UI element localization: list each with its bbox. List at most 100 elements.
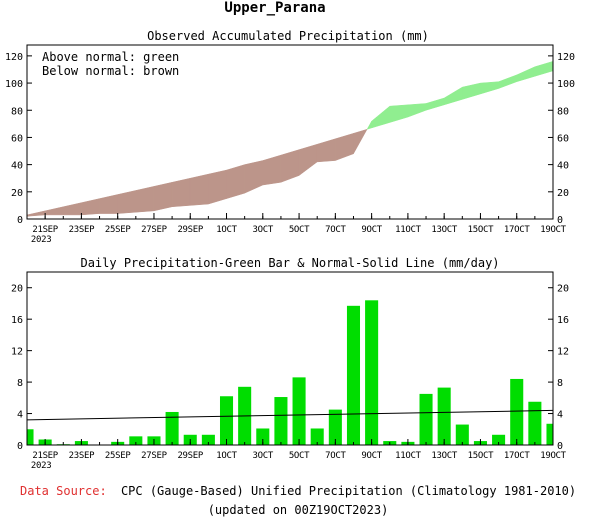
updated-note: (updated on 00Z19OCT2023)	[208, 503, 389, 517]
accum-anomaly-segment	[81, 198, 100, 216]
y-tick-label-left: 40	[11, 161, 23, 172]
x-tick-label: 15OCT	[468, 451, 494, 461]
x-tick-label: 25SEP	[105, 225, 131, 235]
x-tick-label: 19OCT	[540, 225, 566, 235]
daily-precip-bar	[219, 396, 234, 445]
accum-anomaly-segment	[208, 169, 227, 205]
daily-precip-bar	[528, 401, 542, 445]
data-source-text: CPC (Gauge-Based) Unified Precipitation …	[121, 484, 576, 498]
x-tick-label: 3OCT	[253, 451, 274, 461]
y-tick-label-left: 20	[11, 188, 23, 199]
x-tick-label: 13OCT	[431, 451, 457, 461]
y-tick-label-left: 0	[17, 215, 23, 226]
accum-anomaly-segment	[44, 206, 64, 216]
y-tick-label-right: 100	[557, 79, 575, 90]
x-tick-year: 2023	[31, 235, 51, 245]
daily-precip-bar	[201, 434, 215, 445]
x-tick-label: 7OCT	[325, 225, 346, 235]
x-tick-label: 9OCT	[361, 225, 382, 235]
y-tick-label-right: 60	[557, 133, 569, 144]
accum-anomaly-segment	[316, 138, 336, 163]
daily-precip-bar	[346, 305, 361, 445]
y-tick-label-left: 8	[17, 378, 23, 389]
accum-anomaly-segment	[262, 154, 282, 186]
accum-anomaly-segment	[335, 133, 354, 161]
accum-anomaly-segment	[226, 164, 245, 199]
data-source-label: Data Source:	[20, 484, 107, 498]
daily-precip-bar	[129, 436, 143, 445]
x-tick-label: 1OCT	[216, 451, 237, 461]
daily-precip-bar	[455, 424, 469, 445]
daily-chart: Daily Precipitation-Green Bar & Normal-S…	[11, 256, 569, 471]
daily-normal-line	[26, 409, 554, 421]
y-tick-label-left: 20	[11, 284, 23, 295]
x-tick-label: 13OCT	[431, 225, 457, 235]
y-tick-label-right: 20	[557, 284, 569, 295]
accum-anomaly-segment	[99, 194, 118, 214]
accum-anomaly-segment	[534, 60, 554, 77]
y-tick-label-right: 4	[557, 410, 563, 421]
x-tick-label: 5OCT	[289, 225, 310, 235]
y-tick-label-left: 60	[11, 133, 23, 144]
daily-precip-bar	[365, 300, 379, 445]
x-tick-label: 5OCT	[289, 451, 310, 461]
y-tick-label-right: 80	[557, 106, 569, 117]
accum-anomaly-segment	[353, 128, 368, 155]
y-tick-label-left: 16	[11, 315, 23, 326]
x-tick-label: 21SEP	[32, 225, 58, 235]
y-tick-label-left: 12	[11, 347, 23, 358]
y-tick-label-right: 120	[557, 52, 575, 63]
y-tick-label-right: 16	[557, 315, 569, 326]
daily-precip-bar	[419, 393, 433, 445]
accum-anomaly-segment	[498, 74, 517, 89]
accum-anomaly-segment	[117, 190, 137, 214]
x-tick-label: 27SEP	[141, 225, 167, 235]
daily-precip-bar	[546, 423, 553, 445]
x-tick-label: 23SEP	[69, 225, 95, 235]
accum-anomaly-segment	[298, 143, 318, 176]
accum-anomaly-segment	[135, 186, 155, 213]
accum-anomaly-segment	[366, 120, 372, 130]
figure-title: Upper_Parana	[224, 0, 325, 16]
y-tick-label-right: 0	[557, 215, 563, 226]
daily-precip-bar	[27, 429, 34, 445]
accum-anomaly-segment	[280, 149, 300, 183]
data-source-line: Data Source: CPC (Gauge-Based) Unified P…	[20, 484, 576, 498]
y-tick-label-right: 12	[557, 347, 569, 358]
accum-anomaly-segment	[371, 105, 391, 129]
x-tick-label: 29SEP	[177, 225, 203, 235]
accum-anomaly-segment	[153, 181, 173, 212]
x-tick-label: 9OCT	[361, 451, 382, 461]
x-tick-label: 11OCT	[395, 451, 421, 461]
accum-anomaly-segment	[462, 82, 481, 100]
accum-fill-layer	[26, 60, 554, 217]
x-tick-label: 7OCT	[325, 451, 346, 461]
accum-anomaly-segment	[407, 103, 427, 118]
x-tick-label: 17OCT	[504, 451, 530, 461]
daily-precip-bar	[292, 377, 306, 445]
y-tick-label-left: 120	[5, 52, 23, 63]
accum-anomaly-segment	[189, 173, 209, 206]
x-tick-label: 3OCT	[253, 225, 274, 235]
y-tick-label-left: 100	[5, 79, 23, 90]
x-tick-label: 15OCT	[468, 225, 494, 235]
x-tick-label: 29SEP	[177, 451, 203, 461]
accum-legend-above: Above normal: green	[42, 50, 179, 64]
accum-anomaly-segment	[389, 104, 409, 123]
accum-anomaly-segment	[480, 81, 499, 95]
x-tick-label: 27SEP	[141, 451, 167, 461]
y-tick-label-left: 0	[17, 441, 23, 452]
y-tick-label-right: 0	[557, 441, 563, 452]
y-tick-label-right: 8	[557, 378, 563, 389]
accum-anomaly-segment	[443, 86, 463, 106]
accum-anomaly-segment	[244, 160, 264, 194]
accum-chart-title: Observed Accumulated Precipitation (mm)	[147, 29, 429, 43]
accum-legend-below: Below normal: brown	[42, 64, 179, 78]
daily-bar-layer	[26, 300, 554, 445]
x-tick-label: 19OCT	[540, 451, 566, 461]
x-tick-label: 17OCT	[504, 225, 530, 235]
x-tick-label: 1OCT	[216, 225, 237, 235]
